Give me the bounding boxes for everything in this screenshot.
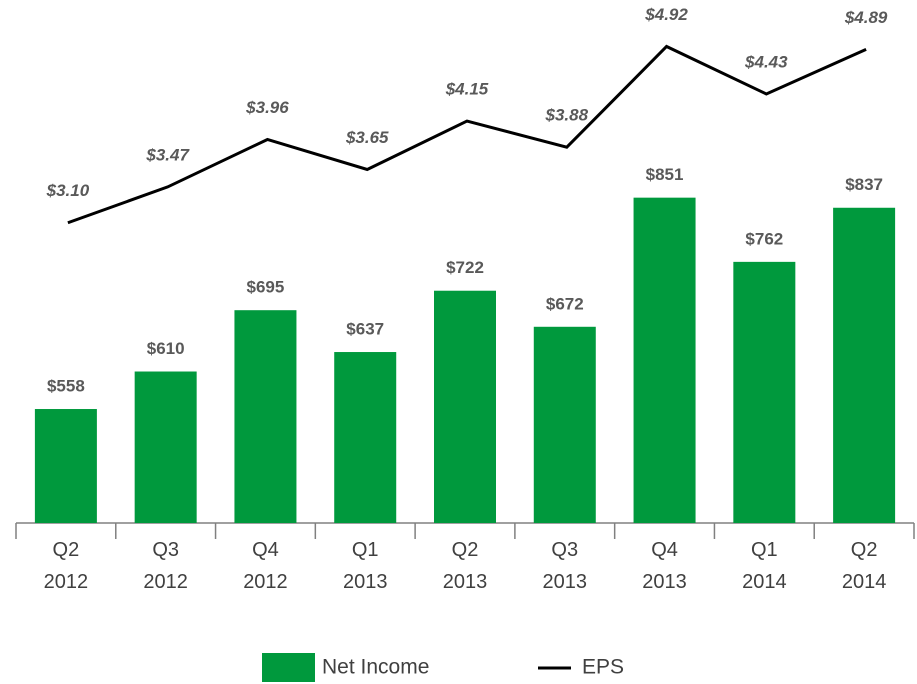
line-label: $4.15 — [445, 80, 489, 99]
bar — [334, 352, 397, 523]
line-label: $4.43 — [744, 52, 788, 71]
x-tick-label: Q2 2013 — [443, 539, 488, 593]
bar — [234, 310, 297, 523]
line-label: $3.65 — [345, 128, 389, 147]
x-tick-label-line: Q3 — [152, 539, 179, 561]
x-tick-label-line: 2013 — [443, 571, 488, 593]
x-tick-label: Q3 2012 — [143, 539, 188, 593]
bar-label: $851 — [646, 165, 684, 184]
x-tick-label-line: Q1 — [352, 539, 379, 561]
x-tick-label-line: Q3 — [551, 539, 578, 561]
bar — [434, 290, 496, 523]
x-tick-label-line: Q4 — [651, 539, 678, 561]
line-label: $3.88 — [545, 106, 589, 125]
x-tick-label: Q3 2013 — [543, 539, 588, 593]
legend-label: Net Income — [322, 656, 429, 679]
line-label: $4.89 — [844, 8, 888, 27]
bar — [733, 261, 796, 523]
x-tick-label-line: Q2 — [452, 539, 479, 561]
x-tick-label-line: 2012 — [243, 571, 288, 593]
bar-label: $558 — [47, 377, 85, 396]
bar-label: $637 — [346, 320, 384, 339]
x-tick-label-line: Q2 — [53, 539, 80, 561]
x-tick-label-line: 2013 — [543, 571, 588, 593]
bar — [533, 326, 596, 523]
bar-label: $672 — [546, 294, 584, 313]
line-label: $4.92 — [644, 5, 688, 24]
x-tick-label-line: 2012 — [44, 571, 89, 593]
x-tick-label-line: 2013 — [343, 571, 388, 593]
x-tick-label-line: 2013 — [642, 571, 687, 593]
legend-swatch — [262, 653, 315, 682]
x-tick-label: Q2 2014 — [842, 539, 887, 593]
bar-label: $610 — [147, 339, 185, 358]
bar — [833, 207, 896, 523]
bar-label: $837 — [845, 175, 883, 194]
bar-label: $762 — [745, 229, 783, 248]
x-tick-label: Q2 2012 — [44, 539, 89, 593]
bar-label: $695 — [247, 278, 285, 297]
line-label: $3.10 — [46, 181, 90, 200]
x-tick-label-line: 2014 — [742, 571, 787, 593]
x-tick-label: Q4 2013 — [642, 539, 687, 593]
x-tick-label: Q1 2014 — [742, 539, 787, 593]
line-label: $3.47 — [145, 145, 190, 164]
x-tick-label-line: 2014 — [842, 571, 887, 593]
bar — [633, 197, 696, 523]
x-tick-label: Q4 2012 — [243, 539, 288, 593]
bar — [134, 371, 197, 523]
x-tick-label-line: Q2 — [851, 539, 878, 561]
x-tick-label-line: Q4 — [252, 539, 279, 561]
x-tick-label: Q1 2013 — [343, 539, 388, 593]
bar — [34, 409, 97, 523]
line — [67, 44, 867, 225]
bar-label: $722 — [446, 258, 484, 277]
x-tick-label-line: 2012 — [143, 571, 188, 593]
legend-label: EPS — [582, 656, 624, 679]
line-label: $3.96 — [245, 98, 289, 117]
x-tick-label-line: Q1 — [751, 539, 778, 561]
